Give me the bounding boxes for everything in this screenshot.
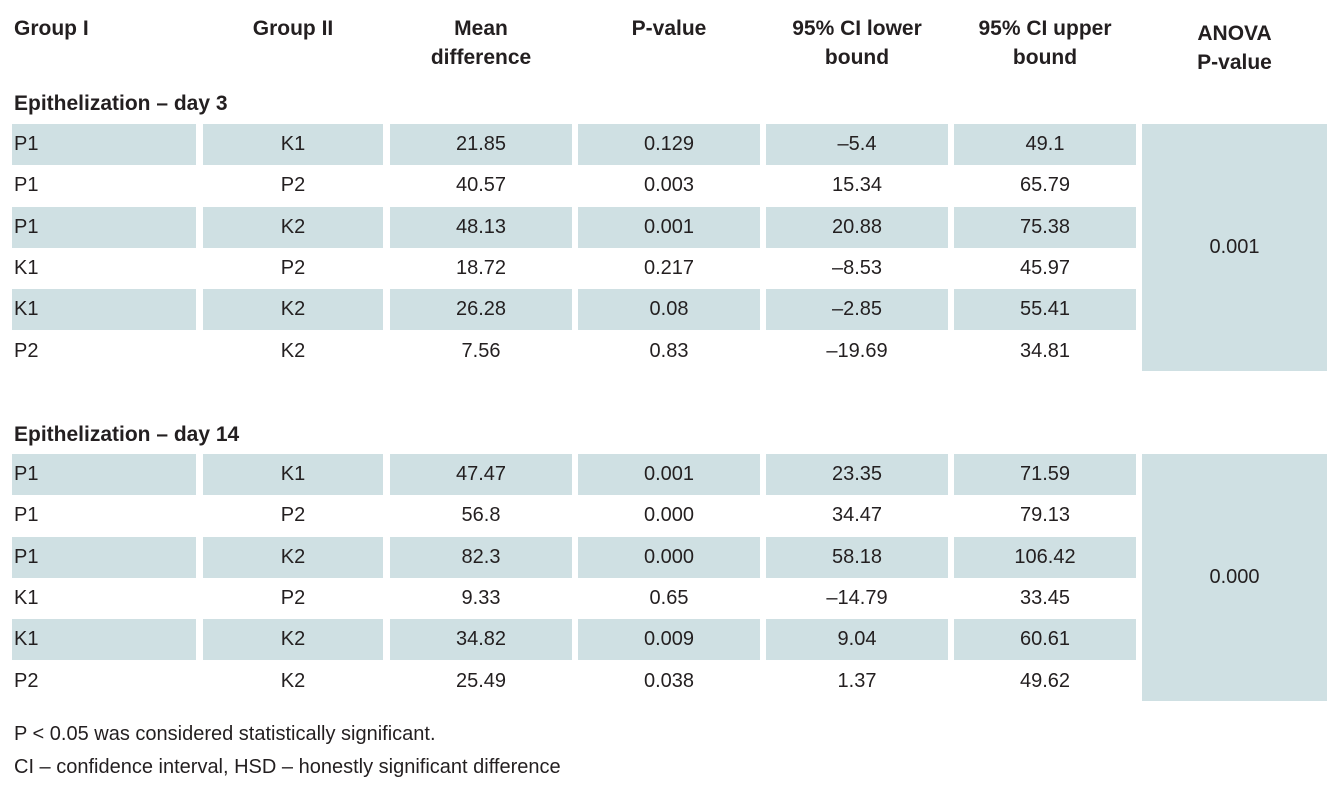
cell-p-value: 0.038 [643,669,695,692]
cell-group1: P1 [14,504,39,527]
cell-group2: K2 [203,289,383,331]
header-ci-upper: 95% CI upper bound [978,17,1112,69]
cell-ci-upper: 45.97 [1019,256,1071,279]
cell-group1: K1 [14,256,39,279]
cell-group1: P1 [14,174,39,197]
cell-p-value: 0.129 [578,124,760,165]
cell-mean-difference: 82.3 [390,536,572,578]
footnote-significance: P < 0.05 was considered statistically si… [14,723,436,745]
cell-ci-upper: 55.41 [954,289,1136,331]
header-mean-difference: Mean difference [430,17,532,69]
cell-group1: K1 [12,289,196,331]
cell-p-value: 0.003 [643,174,695,197]
cell-ci-lower: –8.53 [831,256,883,279]
cell-mean-difference: 34.82 [390,619,572,661]
cell-group2: P2 [280,504,306,527]
cell-group2: K2 [203,536,383,578]
cell-group2: P2 [280,174,306,197]
cell-ci-upper: 75.38 [954,206,1136,248]
cell-p-value: 0.000 [643,504,695,527]
cell-p-value: 0.83 [649,339,689,362]
cell-group1: P2 [14,669,39,692]
cell-ci-lower: 58.18 [766,536,948,578]
anova-value: 0.000 [1209,566,1260,588]
cell-ci-upper: 49.62 [1019,669,1071,692]
anova-cell-day3: 0.001 [1142,124,1327,371]
cell-ci-lower: 9.04 [766,619,948,661]
cell-ci-upper: 60.61 [954,619,1136,661]
cell-group2: P2 [280,586,306,609]
cell-ci-upper: 71.59 [954,454,1136,495]
section-title-day3: Epithelization – day 3 [14,92,228,115]
cell-ci-lower: 20.88 [766,206,948,248]
cell-group2: K2 [280,339,306,362]
cell-ci-lower: –5.4 [766,124,948,165]
cell-p-value: 0.009 [578,619,760,661]
anova-cell-day14: 0.000 [1142,454,1327,701]
cell-ci-upper: 34.81 [1019,339,1071,362]
cell-p-value: 0.000 [578,536,760,578]
cell-ci-lower: 1.37 [837,669,877,692]
header-group2: Group II [252,17,334,40]
cell-mean-difference: 7.56 [461,339,501,362]
cell-ci-upper: 33.45 [1019,586,1071,609]
cell-ci-lower: –19.69 [826,339,888,362]
cell-mean-difference: 26.28 [390,289,572,331]
cell-ci-upper: 49.1 [954,124,1136,165]
cell-ci-upper: 79.13 [1019,504,1071,527]
cell-group2: K1 [203,454,383,495]
cell-group1: P1 [12,124,196,165]
cell-mean-difference: 25.49 [455,669,507,692]
cell-mean-difference: 18.72 [455,256,507,279]
cell-mean-difference: 56.8 [461,504,501,527]
cell-group1: K1 [12,619,196,661]
cell-group2: P2 [280,256,306,279]
section-title-day14: Epithelization – day 14 [14,423,240,446]
cell-ci-lower: –2.85 [766,289,948,331]
header-p-value: P-value [631,17,707,40]
cell-p-value: 0.001 [578,454,760,495]
cell-group1: K1 [14,586,39,609]
cell-group1: P2 [14,339,39,362]
header-anova-p-value: ANOVA P-value [1197,22,1272,74]
cell-p-value: 0.217 [643,256,695,279]
cell-group2: K2 [280,669,306,692]
header-group1: Group I [14,17,89,40]
cell-p-value: 0.65 [649,586,689,609]
cell-ci-upper: 65.79 [1019,174,1071,197]
header-ci-lower: 95% CI lower bound [792,17,922,69]
cell-ci-lower: 23.35 [766,454,948,495]
cell-mean-difference: 47.47 [390,454,572,495]
cell-mean-difference: 21.85 [390,124,572,165]
cell-ci-upper: 106.42 [954,536,1136,578]
cell-p-value: 0.08 [578,289,760,331]
anova-value: 0.001 [1209,236,1260,258]
cell-ci-lower: 15.34 [831,174,883,197]
cell-mean-difference: 48.13 [390,206,572,248]
cell-group1: P1 [12,454,196,495]
footnote-abbreviations: CI – confidence interval, HSD – honestly… [14,756,561,778]
cell-ci-lower: –14.79 [826,586,888,609]
cell-mean-difference: 9.33 [461,586,501,609]
cell-mean-difference: 40.57 [455,174,507,197]
cell-ci-lower: 34.47 [831,504,883,527]
cell-group1: P1 [12,536,196,578]
cell-p-value: 0.001 [578,206,760,248]
cell-group2: K1 [203,124,383,165]
cell-group1: P1 [12,206,196,248]
cell-group2: K2 [203,619,383,661]
cell-group2: K2 [203,206,383,248]
